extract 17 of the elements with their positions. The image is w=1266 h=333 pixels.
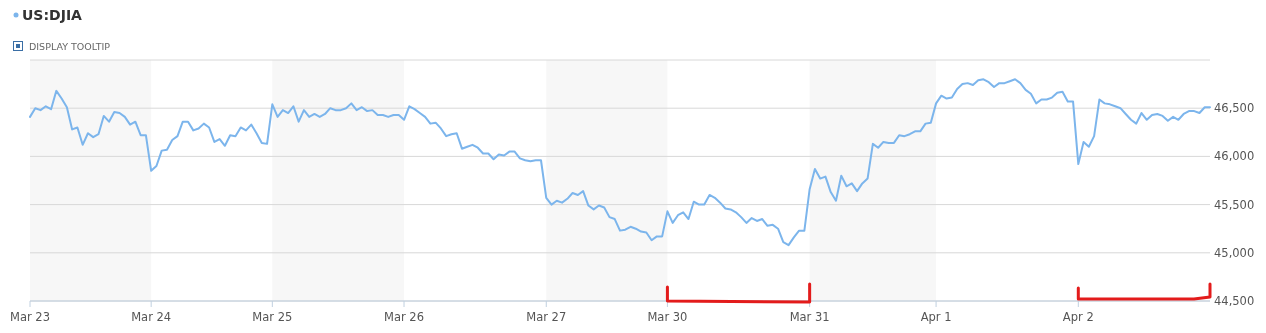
x-tick-label: Mar 23 — [10, 310, 50, 324]
y-tick-label: 45,000 — [1214, 245, 1255, 260]
line-series — [29, 78, 1211, 247]
x-tick-label: Mar 31 — [789, 310, 830, 324]
y-tick-label: 46,500 — [1214, 101, 1255, 116]
chart-title: US:DJIA — [22, 7, 83, 23]
y-tick-label: 45,500 — [1214, 197, 1255, 212]
text: DISPLAY TOOLTIP — [29, 41, 111, 52]
y-tick-label: 44,500 — [1214, 294, 1255, 308]
x-tick-label: Mar 24 — [131, 310, 172, 324]
x-tick-label: Mar 30 — [647, 310, 688, 324]
x-tick-label: Mar 27 — [526, 310, 567, 324]
x-tick-label: Mar 25 — [252, 310, 293, 324]
x-tick-label: Apr 2 — [1062, 310, 1094, 324]
x-tick-label: Mar 26 — [384, 310, 425, 324]
y-tick-label: 46,000 — [1214, 149, 1255, 164]
x-tick-label: Apr 1 — [920, 310, 952, 324]
